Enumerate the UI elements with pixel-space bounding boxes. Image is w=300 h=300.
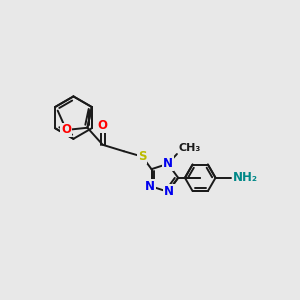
Text: O: O <box>98 118 108 132</box>
Text: O: O <box>61 124 71 136</box>
Text: CH₃: CH₃ <box>178 143 201 153</box>
Text: N: N <box>145 180 155 193</box>
Text: S: S <box>138 150 146 163</box>
Text: NH₂: NH₂ <box>233 171 258 184</box>
Text: N: N <box>164 185 174 198</box>
Text: N: N <box>163 157 173 170</box>
